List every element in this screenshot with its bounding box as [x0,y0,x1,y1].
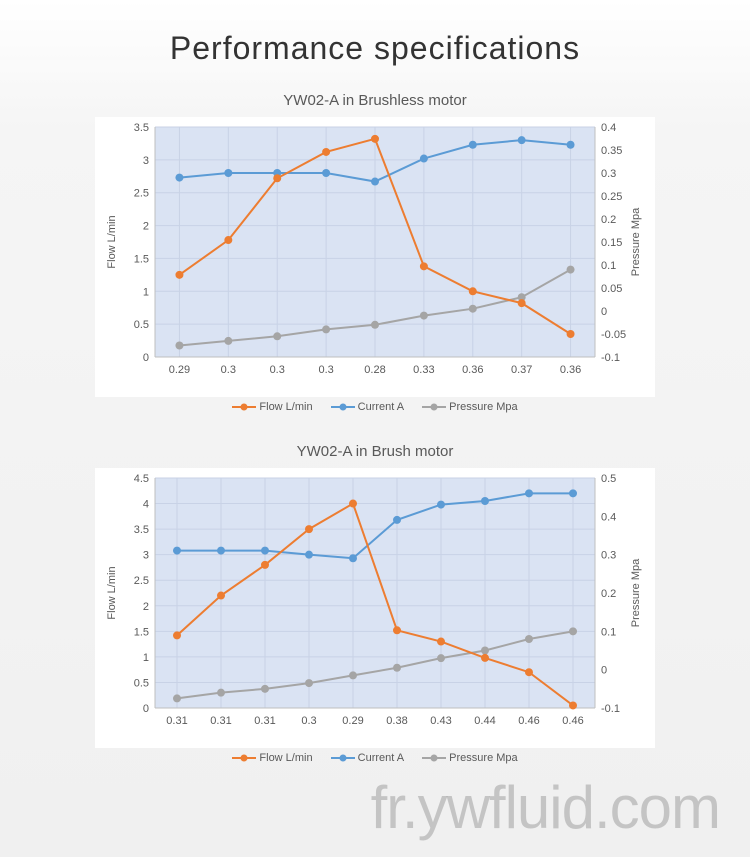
svg-text:0.4: 0.4 [601,511,616,523]
legend-item-current: Current A [331,401,405,413]
svg-text:4.5: 4.5 [134,473,149,485]
svg-text:0.33: 0.33 [413,364,434,376]
legend-item-pressure: Pressure Mpa [422,401,518,413]
chart-panel: YW02-A in Brush motor 0 0.5 1 1.5 2 2.5 3 3.5 4 4… [95,443,655,764]
svg-text:0.3: 0.3 [301,715,316,727]
svg-text:0.35: 0.35 [601,145,622,157]
svg-text:3.5: 3.5 [134,524,149,536]
chart-svg: 0 0.5 1 1.5 2 2.5 3 3.5 -0.1 -0.05 0 0.05 0.1 0.15 0.2… [95,117,655,397]
svg-text:1.5: 1.5 [134,253,149,265]
chart-title: YW02-A in Brush motor [95,443,655,460]
svg-text:0.37: 0.37 [511,364,532,376]
svg-text:0.2: 0.2 [601,588,616,600]
svg-text:0.25: 0.25 [601,191,622,203]
svg-text:2.5: 2.5 [134,188,149,200]
svg-text:0.4: 0.4 [601,122,616,134]
svg-text:0.3: 0.3 [601,550,616,562]
watermark-text: fr.ywfluid.com [371,773,720,842]
svg-text:-0.1: -0.1 [601,352,620,364]
svg-text:0.5: 0.5 [601,473,616,485]
svg-text:1.5: 1.5 [134,626,149,638]
svg-text:4: 4 [143,499,149,511]
svg-text:Flow L/min: Flow L/min [106,566,118,619]
svg-text:0.29: 0.29 [169,364,190,376]
chart-title: YW02-A in Brushless motor [95,92,655,109]
svg-text:1: 1 [143,286,149,298]
svg-text:0.43: 0.43 [430,715,451,727]
legend-item-flow: Flow L/min [232,401,312,413]
svg-text:0.36: 0.36 [462,364,483,376]
svg-text:0.3: 0.3 [221,364,236,376]
svg-text:0.1: 0.1 [601,260,616,272]
svg-text:0.44: 0.44 [474,715,495,727]
svg-text:2: 2 [143,221,149,233]
svg-text:0.05: 0.05 [601,283,622,295]
svg-text:0.46: 0.46 [518,715,539,727]
chart-legend: Flow L/min Current A Pressure Mpa [95,752,655,764]
svg-text:-0.1: -0.1 [601,703,620,715]
svg-text:0: 0 [601,665,607,677]
chart-panel: YW02-A in Brushless motor 0 0.5 1 1.5 2 2.5 3 3… [95,92,655,413]
svg-text:1: 1 [143,652,149,664]
svg-text:2: 2 [143,601,149,613]
svg-text:0.36: 0.36 [560,364,581,376]
svg-text:Pressure Mpa: Pressure Mpa [630,207,642,276]
chart-svg: 0 0.5 1 1.5 2 2.5 3 3.5 4 4.5 -0.1 0 0.1 0.2 0.3 0.4 0.5… [95,468,655,748]
svg-text:3: 3 [143,155,149,167]
svg-text:0: 0 [601,306,607,318]
svg-text:3.5: 3.5 [134,122,149,134]
svg-text:0: 0 [143,352,149,364]
charts-container: YW02-A in Brushless motor 0 0.5 1 1.5 2 2.5 3 3… [0,92,750,764]
legend-item-flow: Flow L/min [232,752,312,764]
svg-text:0.2: 0.2 [601,214,616,226]
svg-text:0.1: 0.1 [601,626,616,638]
legend-item-current: Current A [331,752,405,764]
svg-text:0.31: 0.31 [254,715,275,727]
svg-text:0.31: 0.31 [210,715,231,727]
svg-text:0.5: 0.5 [134,677,149,689]
chart-legend: Flow L/min Current A Pressure Mpa [95,401,655,413]
svg-text:0.28: 0.28 [364,364,385,376]
svg-text:0.5: 0.5 [134,319,149,331]
page-title: Performance specifications [0,0,750,92]
svg-text:3: 3 [143,550,149,562]
legend-item-pressure: Pressure Mpa [422,752,518,764]
svg-text:0.31: 0.31 [166,715,187,727]
svg-text:0.3: 0.3 [318,364,333,376]
svg-text:0.38: 0.38 [386,715,407,727]
svg-text:0.29: 0.29 [342,715,363,727]
svg-text:0.46: 0.46 [562,715,583,727]
svg-text:Flow L/min: Flow L/min [106,215,118,268]
svg-text:2.5: 2.5 [134,575,149,587]
svg-text:-0.05: -0.05 [601,329,626,341]
svg-text:0.3: 0.3 [601,168,616,180]
svg-text:0: 0 [143,703,149,715]
svg-text:0.3: 0.3 [270,364,285,376]
svg-text:0.15: 0.15 [601,237,622,249]
svg-text:Pressure Mpa: Pressure Mpa [630,558,642,627]
